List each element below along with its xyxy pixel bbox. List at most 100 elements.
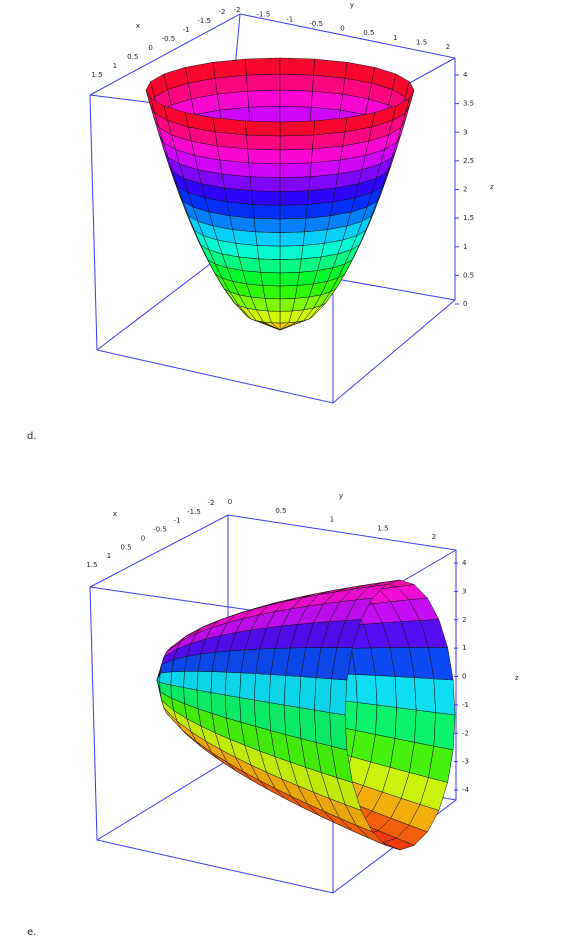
y-tick-label: 2 (446, 43, 450, 51)
z-tick-label: -2 (462, 729, 469, 737)
surface-patch (355, 674, 378, 706)
surface-patch (279, 258, 302, 274)
surface-patch (394, 707, 417, 743)
surface-patch (302, 229, 328, 246)
surface-patch (279, 105, 312, 124)
z-tick-label: 0 (463, 300, 467, 308)
y-tick-label: -0.5 (309, 20, 323, 28)
figure-e: 1.5 1 0.5 0 -0.5 -1 -1.5 -2 x 0 0.5 1 1.5 2 y 4 3 2 1 0 -1 -2… (27, 492, 519, 938)
z-axis-label: z (515, 674, 519, 682)
surface-patch (279, 285, 298, 300)
y-axis-label: y (339, 492, 343, 500)
surface-patch (329, 712, 348, 751)
surface-patch (254, 673, 271, 703)
x-tick-label: -1.5 (187, 508, 201, 516)
surface-patch (279, 89, 313, 108)
x-tick-label: 1.5 (86, 561, 97, 569)
surface-patch (433, 678, 456, 716)
y-tick-label: 1.5 (377, 524, 388, 532)
surface-patch (368, 579, 401, 588)
surface-patch (279, 73, 314, 92)
x-tick-label: 0.5 (120, 543, 131, 551)
surface-patch (249, 176, 281, 192)
surface-patch (355, 702, 378, 735)
x-tick-label: -0.5 (153, 526, 167, 534)
z-tick-label: 3 (462, 587, 466, 595)
x-tick-label: 1 (107, 552, 111, 560)
surface-patch (253, 217, 281, 233)
surface-patch (262, 285, 281, 300)
surface-patch (283, 675, 302, 708)
y-tick-label: -1 (286, 15, 293, 23)
figure-caption: e. (27, 927, 36, 938)
surface-patch (279, 245, 304, 260)
surface-patch (300, 243, 325, 260)
surface-patch (299, 256, 322, 273)
y-tick-label: 0.5 (275, 507, 286, 515)
surface-patch (235, 243, 260, 260)
z-tick-label: 1 (463, 243, 467, 251)
surface-patch (279, 148, 313, 165)
surface-patch (248, 162, 281, 178)
y-tick-label: 0.5 (363, 29, 374, 37)
surface-patch (313, 117, 348, 136)
surface-patch (375, 675, 397, 708)
surface-patch (298, 707, 317, 743)
z-tick-label: 0 (462, 673, 466, 681)
y-tick-label: 0 (340, 25, 344, 33)
y-tick-label: 1 (393, 34, 397, 42)
z-tick-label: -3 (462, 758, 469, 766)
y-tick-label: 2 (432, 533, 436, 541)
surface-patch (279, 272, 300, 287)
x-tick-label: 1.5 (91, 71, 102, 79)
surface-patch (268, 674, 286, 706)
z-tick-label: 2.5 (463, 157, 474, 165)
surface-patch (279, 162, 312, 178)
surface-patch (279, 134, 314, 151)
y-tick-label: -2 (234, 6, 241, 14)
surface-patch (310, 90, 343, 111)
surface-patch (279, 217, 307, 233)
surface-patch (217, 90, 250, 111)
x-tick-label: -2 (219, 8, 226, 16)
z-tick-label: 0.5 (463, 271, 474, 279)
z-tick-label: 2 (463, 186, 467, 194)
z-tick-label: 1 (462, 644, 466, 652)
surface-patch (196, 671, 213, 693)
surface-patch (250, 190, 281, 206)
surface-patch (212, 117, 247, 136)
surface-patch (254, 699, 271, 731)
surface-patch (232, 229, 258, 246)
surface-patch (329, 678, 348, 716)
surface-patch (414, 677, 436, 713)
surface-patch (279, 298, 296, 312)
surface-patch (279, 120, 315, 137)
z-tick-label: -1 (462, 701, 469, 709)
x-tick-label: 1 (113, 62, 117, 70)
x-tick-label: 0.5 (127, 53, 138, 61)
x-axis-label: x (113, 510, 117, 518)
x-tick-label: -1.5 (197, 17, 211, 25)
figure-d: 1.5 1 0.5 0 -0.5 -1 -1.5 -2 x -2 -1.5 -1 -0.5 0 0.5 1 1.… (27, 1, 494, 442)
z-tick-label: 4 (463, 71, 468, 79)
y-axis-label: y (350, 1, 354, 9)
x-tick-label: 0 (148, 44, 152, 52)
surface-patch (268, 702, 286, 735)
y-tick-label: 1.5 (416, 38, 427, 46)
surface-patch (279, 231, 305, 247)
surface-patch (247, 148, 281, 165)
surface-patch (258, 258, 281, 274)
surface-patch (394, 676, 417, 711)
y-tick-label: 1 (330, 516, 334, 524)
surface-patch (210, 671, 227, 696)
surface-patch (239, 672, 256, 701)
surface-patch (170, 671, 185, 688)
surface-patch (159, 671, 172, 686)
surface-patch (246, 134, 281, 151)
surface-patch (248, 105, 281, 124)
surface-patch (314, 709, 332, 747)
surface-patch (145, 89, 155, 114)
z-tick-label: 2 (462, 616, 466, 624)
z-axis-label: z (490, 183, 494, 191)
